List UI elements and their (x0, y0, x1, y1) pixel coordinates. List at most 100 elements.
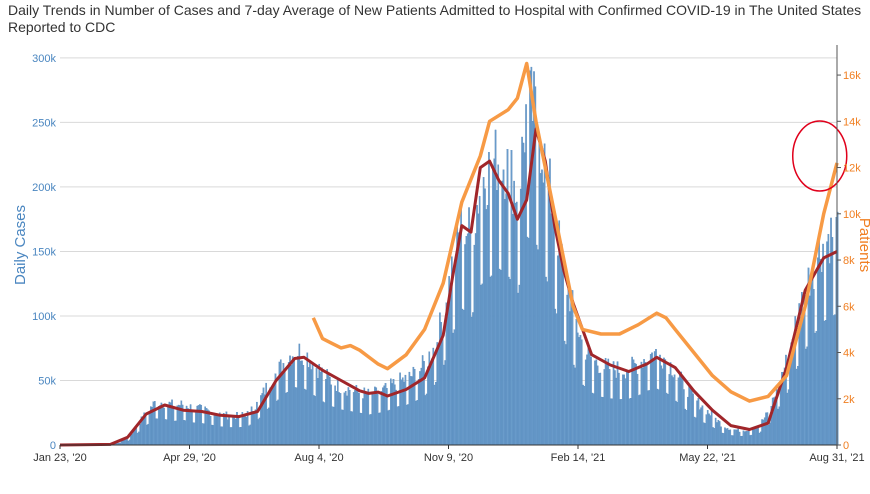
bar (165, 419, 168, 446)
bar (767, 424, 770, 446)
bar (722, 433, 725, 446)
bar (606, 361, 608, 446)
bar (164, 419, 167, 446)
bar (496, 190, 498, 446)
bar (604, 357, 607, 446)
bar (152, 401, 155, 446)
bar (513, 180, 515, 446)
y-right-tick-label: 4k (843, 348, 855, 360)
bar (217, 414, 220, 446)
bar (554, 308, 557, 446)
bar (684, 408, 686, 446)
bar (216, 415, 218, 446)
bar (334, 385, 336, 446)
y-left-ticks: 0 50k 100k 150k 200k 250k 300k (32, 53, 56, 452)
bar (567, 287, 570, 446)
bar (330, 384, 332, 446)
bar (603, 369, 606, 446)
bar (462, 309, 465, 446)
bar (423, 361, 425, 446)
bar (153, 401, 156, 446)
bar (665, 392, 668, 446)
bar (374, 386, 376, 446)
bar (729, 429, 732, 446)
bar (382, 387, 384, 446)
bar (421, 355, 424, 446)
bar (508, 276, 510, 446)
bar (505, 193, 507, 446)
bar (607, 358, 610, 446)
bar (755, 426, 758, 446)
bar (415, 400, 417, 446)
bar (289, 355, 291, 446)
bar (551, 215, 554, 446)
bar (163, 407, 165, 446)
bar (319, 371, 322, 446)
bar (237, 416, 240, 446)
bar (620, 399, 623, 446)
bar (676, 401, 679, 446)
bar (647, 390, 649, 446)
bar (187, 408, 189, 446)
bar (266, 408, 269, 446)
bar (323, 402, 326, 446)
bar (734, 429, 737, 446)
bar (818, 240, 820, 446)
bar (335, 391, 338, 446)
x-ticks: Jan 23, '20 Apr 29, '20 Aug 4, '20 Nov 9, '… (33, 445, 865, 464)
bar (435, 381, 437, 446)
bar (517, 292, 519, 446)
y-right-tick-label: 12k (843, 163, 861, 175)
bar (826, 241, 828, 446)
bar (396, 406, 399, 446)
bar (640, 361, 643, 446)
bar (535, 244, 538, 446)
bar (656, 388, 659, 446)
bar (694, 417, 697, 446)
bar (138, 431, 140, 446)
bar (332, 406, 335, 446)
bar (321, 367, 323, 446)
bar (208, 410, 210, 446)
bar (209, 415, 212, 446)
bar (322, 401, 325, 446)
bar (706, 410, 709, 446)
bar (571, 290, 574, 446)
bar (207, 409, 209, 446)
bar (366, 394, 368, 446)
bar (539, 173, 542, 446)
bar (156, 418, 159, 446)
x-tick-label: Jan 23, '20 (33, 452, 86, 464)
bar (161, 407, 164, 446)
bar (823, 320, 826, 446)
bar (439, 312, 441, 446)
bar (303, 388, 306, 446)
bar (392, 379, 395, 446)
bar (460, 206, 462, 446)
bar (748, 429, 750, 446)
bar (248, 425, 250, 446)
bar (820, 272, 823, 446)
bar (188, 409, 191, 446)
bar (126, 438, 128, 446)
bar (777, 408, 779, 446)
bar (350, 411, 352, 446)
bar (203, 423, 205, 446)
bar (233, 416, 236, 446)
bar (763, 417, 766, 446)
bar (376, 393, 379, 446)
y-left-tick-label: 0 (50, 440, 56, 452)
bar (806, 346, 808, 446)
bar (627, 371, 629, 446)
bar (688, 386, 690, 446)
bar (579, 335, 582, 446)
bar (702, 422, 705, 446)
bar (285, 392, 287, 446)
bar (713, 428, 716, 446)
bar (831, 237, 834, 446)
bar (832, 315, 835, 446)
bar (611, 398, 614, 446)
bar (368, 414, 371, 446)
bar (749, 435, 751, 446)
bar (246, 411, 249, 446)
